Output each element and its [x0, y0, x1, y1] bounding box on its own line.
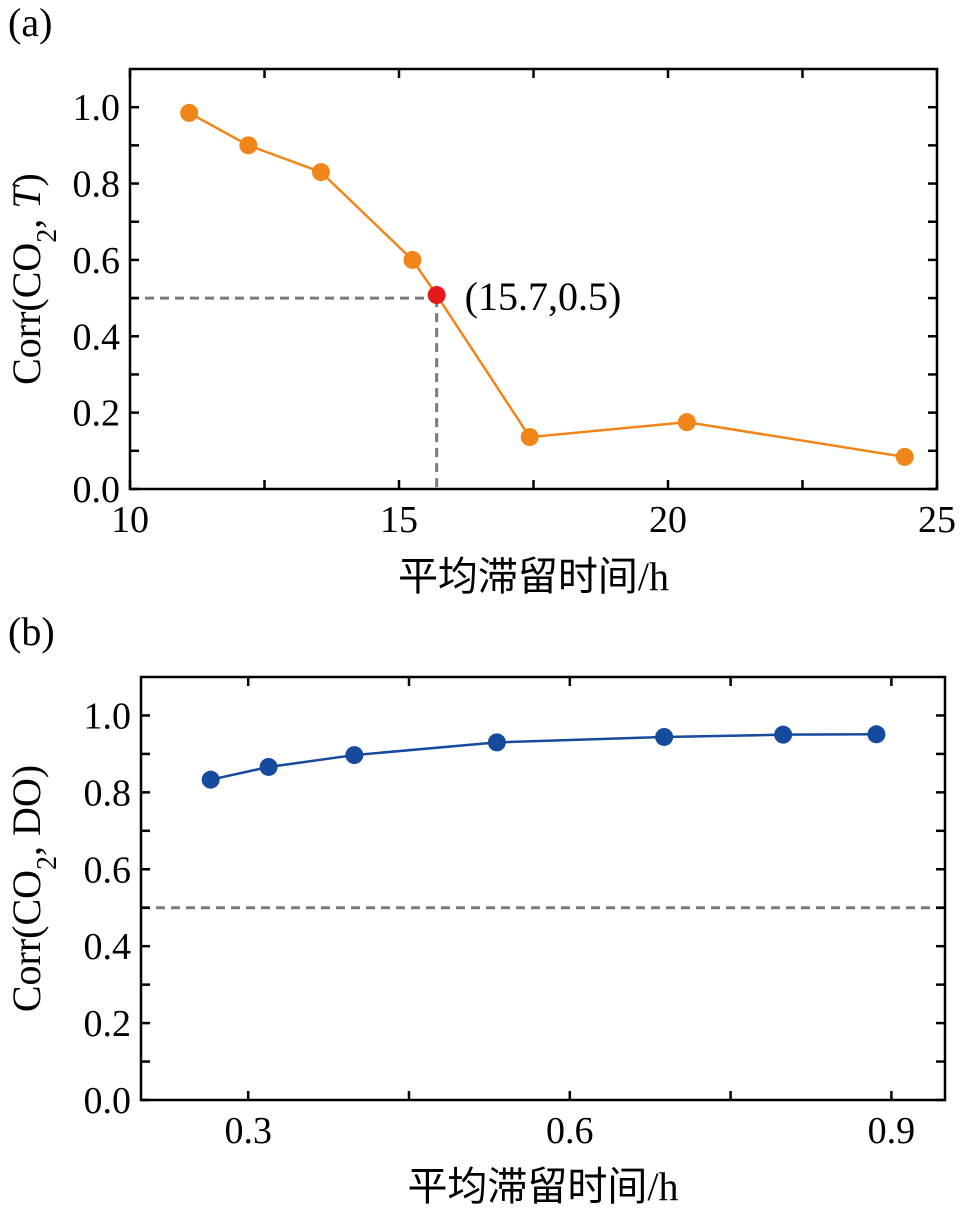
data-point — [239, 136, 258, 155]
x-tick-label: 20 — [649, 499, 687, 541]
x-tick-label: 25 — [918, 499, 956, 541]
y-tick-label: 0.0 — [73, 469, 121, 511]
y-tick-label: 0.2 — [84, 1003, 132, 1045]
y-axis-label-part: , DO) — [4, 765, 49, 856]
data-point — [201, 770, 220, 789]
panel-label: (b) — [8, 609, 55, 654]
data-point — [677, 413, 696, 432]
series-line — [188, 111, 905, 459]
y-tick-label: 0.4 — [84, 926, 132, 968]
y-tick-label: 0.4 — [73, 316, 121, 358]
data-point — [774, 725, 793, 744]
panel-label: (a) — [8, 0, 52, 45]
y-tick-label: 1.0 — [84, 695, 132, 737]
x-tick-label: 0.9 — [868, 1110, 916, 1152]
plot-frame — [139, 675, 947, 1102]
data-point — [487, 733, 506, 752]
y-axis-label-part: ) — [4, 173, 49, 186]
data-point — [867, 725, 886, 744]
y-axis-label-subscript: 2 — [32, 856, 63, 870]
y-axis-label-subscript: 2 — [32, 229, 63, 243]
chart-panel-a: (a) 0.0 0.2 0.4 0.6 0.8 1.0 10 15 20 25 平均滞留时间/h Cor… — [4, 0, 956, 599]
highlight-annotation: (15.7,0.5) — [465, 274, 622, 319]
y-tick-label: 0.6 — [84, 849, 132, 891]
y-axis-label-part: T — [4, 184, 49, 209]
y-tick-label: 0.8 — [84, 772, 132, 814]
x-axis-label: 平均滞留时间/h — [398, 554, 669, 599]
data-point — [895, 447, 914, 466]
y-axis-label-part: Corr(CO — [4, 870, 49, 1012]
data-point — [345, 746, 364, 765]
series-line — [210, 733, 877, 781]
data-point — [403, 250, 422, 269]
x-tick-label: 0.6 — [546, 1110, 594, 1152]
y-tick-label: 0.2 — [73, 393, 121, 435]
y-axis-label: Corr(CO2, DO) — [4, 765, 63, 1012]
y-axis-label-part: Corr(CO — [4, 243, 49, 385]
y-axis-label-part: , — [4, 209, 49, 229]
x-tick-label: 15 — [380, 499, 418, 541]
y-axis-label: Corr(CO2, T) — [4, 173, 63, 385]
x-tick-label: 0.3 — [224, 1110, 272, 1152]
data-point — [655, 727, 674, 746]
highlight-point — [427, 286, 446, 305]
data-point — [259, 757, 278, 776]
y-tick-label: 0.8 — [73, 164, 121, 206]
x-axis-label: 平均滞留时间/h — [407, 1164, 678, 1209]
data-point — [311, 163, 330, 182]
y-tick-label: 0.6 — [73, 240, 121, 282]
data-point — [180, 103, 199, 122]
y-tick-label: 0.0 — [84, 1080, 132, 1122]
y-tick-label: 1.0 — [73, 87, 121, 129]
chart-panel-b: (b) 0.0 0.2 0.4 0.6 0.8 1.0 0.3 0.6 0.9 平均滞留时间/h Co… — [4, 609, 947, 1209]
x-tick-label: 10 — [111, 499, 149, 541]
data-point — [520, 428, 539, 447]
